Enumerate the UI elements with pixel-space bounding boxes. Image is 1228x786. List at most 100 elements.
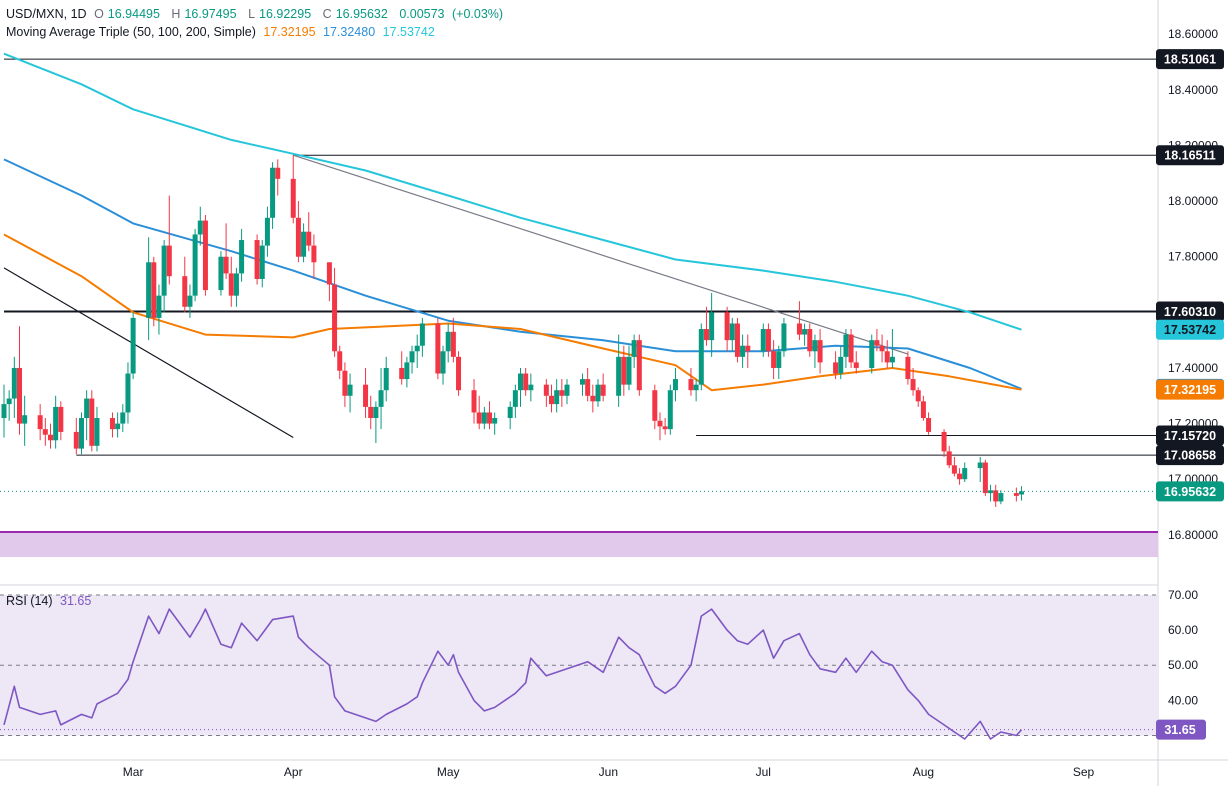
candle-body: [652, 390, 658, 421]
price-legend: USD/MXN, 1D O 16.94495 H 16.97495 L 16.9229…: [6, 7, 507, 21]
price-label-text: 18.16511: [1164, 149, 1215, 163]
candle-body: [564, 384, 570, 396]
candle-body: [233, 273, 239, 296]
candle-body: [202, 220, 208, 291]
candle-body: [53, 406, 59, 441]
candle-body: [326, 262, 332, 285]
price-label-text: 17.08658: [1164, 449, 1216, 463]
symbol-title: USD/MXN, 1D: [6, 7, 87, 21]
candle-body: [745, 345, 751, 352]
candle-body: [337, 351, 343, 371]
high-value: 16.97495: [184, 7, 237, 21]
candle-body: [301, 231, 307, 257]
time-tick-label: Sep: [1073, 765, 1095, 779]
candle-body: [11, 367, 17, 399]
candle-body: [471, 390, 477, 413]
candle-body: [951, 465, 957, 474]
candle-body: [275, 167, 281, 179]
candle-body: [590, 395, 596, 402]
candle-body: [585, 379, 591, 396]
time-tick-label: Apr: [284, 765, 303, 779]
price-label-ma50: 17.32195: [1156, 379, 1224, 400]
candle-body: [435, 323, 441, 374]
rsi-tick-label: 40.00: [1168, 693, 1198, 707]
candle-body: [636, 340, 642, 391]
candle-body: [120, 412, 126, 424]
candle-body: [197, 220, 203, 235]
candle-body: [771, 351, 777, 368]
candle-body: [254, 240, 260, 279]
candle-body: [781, 323, 787, 352]
price-label-text: 17.53742: [1164, 323, 1216, 337]
time-tick-label: Jun: [599, 765, 618, 779]
candle-body: [399, 367, 405, 380]
candle-body: [414, 345, 420, 352]
candle-body: [146, 262, 152, 318]
candle-body: [817, 340, 823, 363]
candle-body: [765, 329, 771, 352]
candle-body: [724, 312, 730, 341]
candle-body: [657, 420, 663, 427]
candle-body: [998, 493, 1004, 502]
ma-title: Moving Average Triple (50, 100, 200, Sim…: [6, 25, 256, 39]
candle-body: [47, 434, 53, 441]
candle-body: [311, 245, 317, 263]
rsi-tick-label: 70.00: [1168, 588, 1198, 602]
candle-body: [982, 462, 988, 494]
candle-body: [910, 379, 916, 391]
candle-body: [151, 262, 157, 318]
candle-body: [125, 373, 131, 413]
candle-body: [109, 418, 115, 430]
trendline: [293, 154, 909, 355]
candle-body: [926, 418, 932, 432]
candle-body: [347, 384, 353, 396]
candle-body: [218, 256, 224, 291]
candle-body: [812, 340, 818, 352]
rsi-value-label: 31.65: [1156, 719, 1206, 740]
candle-body: [476, 412, 482, 424]
candle-body: [879, 345, 885, 352]
ma100-value: 17.32480: [323, 25, 376, 39]
rsi-label-text: 31.65: [1164, 723, 1195, 737]
candle-body: [58, 406, 64, 432]
candle-body: [239, 240, 245, 274]
candle-body: [853, 362, 859, 368]
candle-body: [920, 401, 926, 419]
candle-body: [946, 451, 952, 466]
price-label-text: 17.32195: [1164, 383, 1216, 397]
candle-body: [993, 490, 999, 502]
candle-body: [89, 398, 95, 446]
candle-body: [295, 217, 301, 257]
candle-body: [1019, 491, 1025, 495]
price-label-dark: 17.08658: [1156, 445, 1224, 466]
close-label: C: [322, 7, 332, 21]
candle-body: [672, 379, 678, 391]
candle-body: [740, 345, 746, 357]
candle-body: [445, 331, 451, 352]
ma200-value: 17.53742: [382, 25, 435, 39]
candle-body: [734, 323, 740, 357]
candle-body: [807, 329, 813, 352]
candle-body: [595, 384, 601, 402]
candle-body: [703, 329, 709, 341]
candle-body: [450, 331, 456, 357]
candle-body: [264, 217, 270, 246]
candle-body: [693, 384, 699, 391]
price-label-dark: 17.60310: [1156, 301, 1224, 322]
time-tick-label: Aug: [913, 765, 934, 779]
candle-body: [342, 370, 348, 396]
candle-body: [698, 329, 704, 385]
candle-body: [481, 412, 487, 424]
candle-body: [492, 418, 498, 424]
candle-body: [528, 384, 534, 391]
candle-body: [306, 231, 312, 246]
candle-body: [874, 340, 880, 346]
price-tick-label: 17.80000: [1168, 250, 1218, 264]
candle-body: [368, 406, 374, 419]
candle-body: [161, 245, 167, 296]
ma50-value: 17.32195: [263, 25, 316, 39]
candle-body: [363, 384, 369, 407]
candle-body: [409, 351, 415, 363]
rsi-tick-label: 60.00: [1168, 623, 1198, 637]
